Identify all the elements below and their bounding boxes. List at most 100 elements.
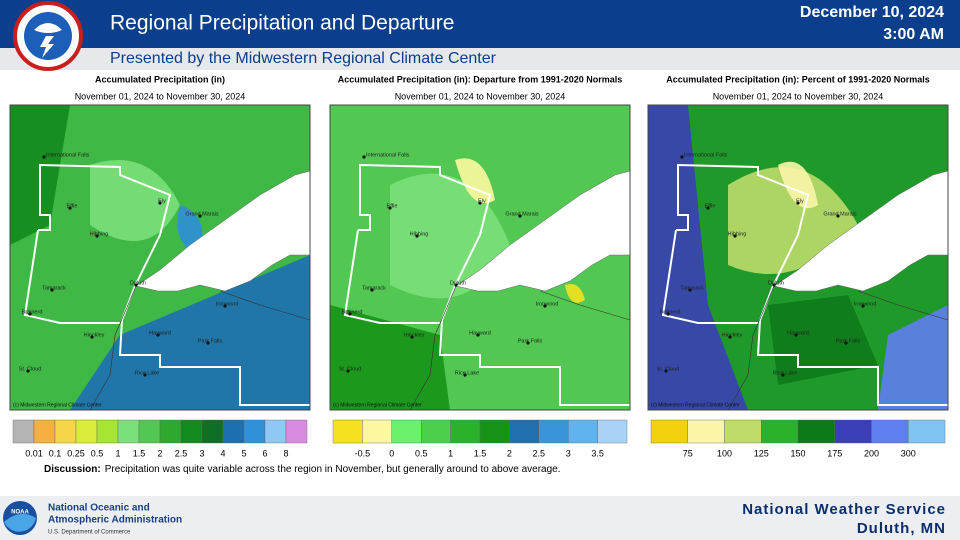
map: International Falls Effie Ely Grand Marais H… — [329, 104, 631, 411]
city-dot — [844, 341, 848, 345]
discussion: Discussion: Precipitation was quite varia… — [44, 464, 561, 475]
state-border — [857, 290, 949, 321]
legend-swatch — [797, 419, 835, 444]
lake-superior — [455, 170, 631, 292]
state-border — [727, 285, 775, 411]
city-dot — [28, 312, 32, 316]
legend-swatch — [159, 419, 182, 444]
city-dot — [223, 304, 227, 308]
city-label: Park Falls — [836, 338, 861, 344]
legend-label: 6 — [262, 448, 267, 458]
legend-label: 3 — [199, 448, 204, 458]
city-label: Effie — [705, 203, 716, 209]
city-dot — [836, 214, 840, 218]
legend-swatch — [201, 419, 224, 444]
footer-band — [0, 496, 960, 540]
city-label: Duluth — [768, 280, 784, 286]
city-dot — [370, 288, 374, 292]
city-dot — [134, 283, 138, 287]
city-label: Grand Marais — [185, 211, 219, 217]
city-label: St. Cloud — [339, 366, 362, 372]
city-label: Hayward — [469, 330, 491, 336]
precip-area — [648, 105, 748, 410]
lake-superior — [135, 170, 311, 292]
city-label: Hinckley — [722, 332, 743, 338]
legend-label: 1.5 — [474, 448, 487, 458]
city-dot — [526, 341, 530, 345]
city-dot — [346, 369, 350, 373]
legend-swatch — [117, 419, 140, 444]
city-label: Hayward — [149, 330, 171, 336]
city-label: Duluth — [450, 280, 466, 286]
panel: Accumulated Precipitation (in): Departur… — [329, 74, 631, 458]
city-dot — [463, 373, 467, 377]
city-dot — [68, 206, 72, 210]
noaa-logo: NOAA — [3, 501, 37, 535]
legend-swatch — [222, 419, 245, 444]
panel-title: Accumulated Precipitation (in): Percent … — [666, 74, 930, 84]
city-dot — [772, 283, 776, 287]
city-label: Grand Marais — [505, 211, 539, 217]
city-dot — [796, 201, 800, 205]
legend-label: 1 — [448, 448, 453, 458]
legend-swatch — [285, 419, 308, 444]
legend-swatch — [761, 419, 799, 444]
city-label: Brainerd — [22, 309, 43, 315]
discussion-label: Discussion: — [44, 464, 101, 475]
map-frame — [9, 104, 311, 411]
city-dot — [415, 234, 419, 238]
city-dot — [728, 335, 732, 339]
city-label: Ely — [158, 198, 166, 204]
legend-swatch — [264, 419, 287, 444]
city-dot — [688, 288, 692, 292]
city-dot — [158, 201, 162, 205]
map-frame — [647, 104, 949, 411]
credit: (c) Midwestern Regional Climate Center — [13, 402, 102, 408]
city-label: Tamarack — [680, 285, 704, 291]
legend-label: 0.25 — [67, 448, 85, 458]
panel: Accumulated Precipitation (in) November 0… — [9, 74, 311, 458]
city-label: Effie — [387, 203, 398, 209]
city-label: Park Falls — [518, 338, 543, 344]
legend-swatch — [54, 419, 77, 444]
precip-area — [70, 255, 310, 410]
city-label: Ironwood — [216, 301, 239, 307]
forecast-area-border — [661, 229, 758, 324]
precip-area — [90, 160, 180, 241]
legend-label: 4 — [220, 448, 225, 458]
legend-label: 3.5 — [591, 448, 604, 458]
city-label: Hibbing — [410, 231, 429, 237]
city-label: St. Cloud — [19, 366, 42, 372]
legend-label: 200 — [864, 448, 879, 458]
legend-swatch — [597, 419, 628, 444]
legend-swatch — [96, 419, 119, 444]
legend-label: -0.5 — [355, 448, 371, 458]
legend-label: 2.5 — [533, 448, 546, 458]
department: U.S. Department of Commerce — [48, 530, 131, 536]
legend-label: 0.1 — [49, 448, 62, 458]
forecast-area-border — [23, 229, 120, 324]
city-label: Effie — [67, 203, 78, 209]
legend-label: 1 — [115, 448, 120, 458]
city-dot — [781, 373, 785, 377]
legend-label: 2 — [507, 448, 512, 458]
city-dot — [50, 288, 54, 292]
legend-label: 8 — [283, 448, 288, 458]
legend-swatch — [871, 419, 909, 444]
legend-swatch — [908, 419, 946, 444]
agency-line2: Atmospheric Administration — [48, 515, 182, 526]
nws-logo — [13, 1, 83, 71]
forecast-area-border — [676, 163, 948, 406]
city-label: Park Falls — [198, 338, 223, 344]
legend-label: 175 — [827, 448, 842, 458]
date: December 10, 2024 — [800, 4, 944, 21]
discussion-text: Precipitation was quite variable across … — [105, 464, 561, 475]
time: 3:00 AM — [883, 26, 944, 43]
city-label: Hayward — [787, 330, 809, 336]
city-label: Brainerd — [342, 309, 363, 315]
svg-text:NOAA: NOAA — [11, 510, 29, 516]
city-dot — [543, 304, 547, 308]
legend-swatch — [538, 419, 569, 444]
map-frame — [329, 104, 631, 411]
city-dot — [26, 369, 30, 373]
